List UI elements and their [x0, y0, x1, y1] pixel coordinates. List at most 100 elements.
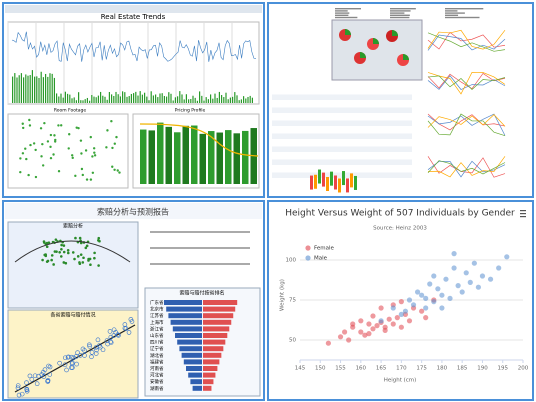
dot-deco — [27, 173, 30, 177]
x-tick-label: 145 — [295, 366, 306, 372]
y-tick-label: 100 — [286, 258, 297, 264]
x-tick-label: 165 — [376, 366, 387, 372]
bar-deco — [342, 171, 345, 186]
bar-deco — [205, 97, 207, 103]
dot-deco — [75, 350, 80, 355]
gauge-deco — [445, 8, 484, 10]
dot-deco — [47, 372, 53, 377]
bar-deco — [23, 77, 25, 103]
bar-deco — [203, 385, 212, 391]
bar-deco — [38, 77, 40, 103]
row-label: 福建省 — [150, 358, 164, 365]
bar-deco — [326, 176, 329, 191]
dot-deco — [21, 126, 25, 130]
point — [362, 332, 368, 338]
dot-deco — [68, 133, 71, 136]
dot-deco — [46, 140, 50, 143]
dot-deco — [32, 373, 38, 379]
x-tick-label: 170 — [396, 366, 407, 372]
bar-deco — [346, 178, 349, 193]
dot-deco — [82, 348, 87, 353]
dot-deco — [15, 385, 21, 391]
dot-deco — [62, 250, 66, 254]
dot-deco — [32, 142, 36, 145]
dot-deco — [57, 170, 61, 173]
bar-deco — [179, 91, 181, 103]
bar-deco — [148, 100, 150, 103]
point — [358, 329, 364, 335]
table-row — [272, 153, 412, 159]
bar-deco — [234, 92, 236, 103]
bar-deco — [190, 379, 202, 385]
point — [325, 340, 331, 346]
table-row — [272, 94, 412, 100]
point — [427, 281, 433, 287]
bar-deco — [203, 100, 205, 103]
row-label: 浙江省 — [150, 325, 164, 332]
bar-deco — [45, 73, 47, 103]
bar-deco — [100, 91, 102, 103]
dot-deco — [71, 355, 76, 361]
point — [342, 329, 348, 335]
dot-deco — [45, 245, 49, 248]
point — [337, 334, 344, 340]
dot-deco — [54, 238, 58, 241]
subtitle: Pricing Profile — [175, 108, 206, 114]
bar-deco — [216, 132, 223, 184]
bar-deco — [207, 99, 209, 103]
table-row — [272, 140, 412, 146]
dot-deco — [19, 391, 25, 397]
row-label: 广东省 — [150, 299, 164, 306]
dot-deco — [93, 256, 96, 260]
bar-deco — [225, 92, 227, 103]
bar-deco — [126, 96, 128, 103]
x-tick-label: 150 — [315, 366, 326, 372]
bar-deco — [232, 96, 234, 103]
dot-deco — [16, 392, 22, 398]
bar-deco — [69, 94, 71, 103]
bar-deco — [223, 97, 225, 103]
gauge-deco — [335, 16, 358, 19]
dot-deco — [40, 155, 43, 158]
x-tick-label: 180 — [437, 366, 448, 372]
bar-deco — [53, 77, 55, 103]
bar-deco — [157, 122, 164, 184]
bar-deco — [84, 99, 86, 103]
dot-deco — [128, 317, 134, 322]
bar-deco — [104, 96, 106, 103]
bar-deco — [159, 93, 161, 103]
dot-deco — [111, 165, 114, 168]
row-label: 北京市 — [150, 306, 164, 313]
point — [390, 305, 396, 311]
dot-deco — [24, 388, 30, 394]
chart-title: Height Versus Weight of 507 Individuals … — [285, 209, 515, 219]
legend-marker — [305, 255, 311, 261]
point — [366, 331, 372, 337]
pie-deco — [392, 30, 398, 36]
line-deco — [427, 29, 506, 50]
bar-deco — [194, 97, 196, 103]
dot-deco — [73, 257, 76, 261]
dot-deco — [59, 255, 63, 258]
menu-icon[interactable] — [520, 210, 526, 218]
dot-deco — [93, 151, 96, 154]
x-axis-label: Height (cm) — [384, 378, 417, 384]
bar-deco — [133, 93, 135, 103]
table-row — [272, 114, 412, 120]
bar-deco — [249, 95, 251, 103]
bar-deco — [20, 73, 22, 103]
dot-deco — [78, 261, 81, 264]
bar-deco — [170, 93, 172, 103]
bar-deco — [42, 77, 44, 103]
map — [331, 19, 423, 81]
dot-deco — [116, 169, 119, 172]
trend-deco — [14, 324, 136, 393]
point — [398, 299, 404, 305]
point — [451, 265, 457, 271]
bar-deco — [242, 130, 249, 184]
dot-deco — [93, 251, 96, 255]
bar-deco — [62, 97, 64, 103]
bar-deco — [58, 96, 60, 103]
bar-deco — [181, 94, 183, 103]
dot-deco — [80, 167, 84, 171]
